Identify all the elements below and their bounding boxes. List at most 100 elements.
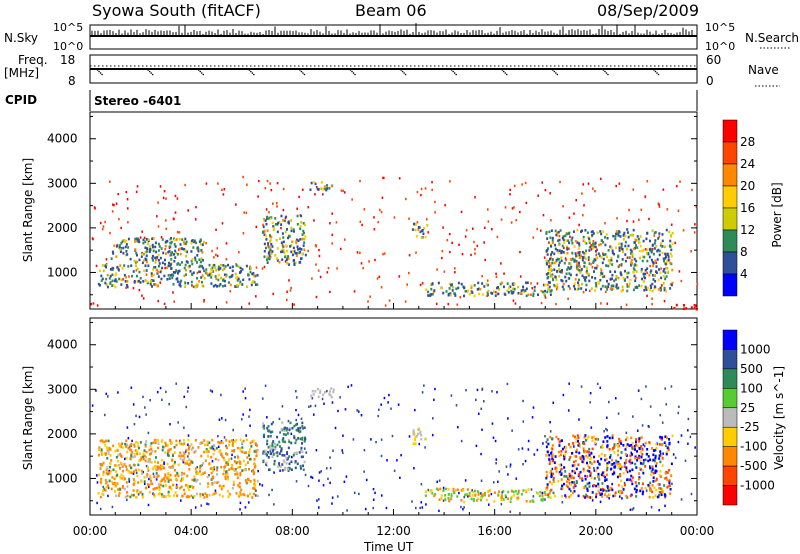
heatmap-cell (251, 281, 254, 285)
heatmap-cell (591, 266, 594, 269)
heatmap-cell (652, 453, 655, 457)
heatmap-cell (173, 243, 176, 246)
heatmap-cell (618, 263, 621, 267)
heatmap-cell (664, 495, 667, 499)
heatmap-cell (657, 288, 660, 291)
heatmap-cell (517, 489, 520, 493)
heatmap-cell (225, 461, 228, 465)
heatmap-cell (639, 489, 642, 493)
heatmap-cell (623, 278, 626, 281)
heatmap-cell (671, 482, 673, 486)
heatmap-cell (522, 288, 525, 292)
heatmap-cell (663, 288, 666, 292)
heatmap-cell (194, 438, 197, 442)
heatmap-cell (248, 265, 251, 269)
heatmap-cell (204, 443, 207, 447)
heatmap-cell (307, 205, 310, 209)
heatmap-cell (617, 265, 620, 269)
heatmap-cell (578, 256, 581, 260)
heatmap-cell (167, 264, 170, 268)
heatmap-cell (631, 261, 634, 265)
heatmap-cell (569, 267, 572, 270)
heatmap-cell (154, 241, 157, 245)
heatmap-cell (135, 471, 138, 474)
heatmap-cell (662, 282, 665, 285)
heatmap-cell (624, 259, 627, 263)
heatmap-cell (327, 266, 330, 270)
colorbar-segment (722, 368, 738, 389)
heatmap-cell (106, 466, 109, 469)
heatmap-cell (231, 265, 234, 269)
heatmap-cell (467, 289, 470, 293)
heatmap-cell (602, 253, 605, 257)
heatmap-cell (237, 484, 240, 487)
heatmap-cell (174, 477, 177, 481)
heatmap-cell (413, 467, 415, 470)
heatmap-cell (568, 481, 571, 485)
heatmap-cell (236, 476, 239, 479)
heatmap-cell (553, 268, 556, 271)
heatmap-cell (292, 246, 295, 250)
heatmap-cell (513, 287, 516, 291)
heatmap-cell (153, 495, 156, 498)
heatmap-cell (450, 394, 453, 397)
heatmap-cell (174, 491, 177, 495)
heatmap-cell (583, 449, 586, 453)
heatmap-cell (211, 493, 214, 497)
colorbar-segment (722, 141, 738, 165)
heatmap-cell (558, 268, 561, 271)
heatmap-cell (525, 499, 528, 503)
velocity-ylabel: Slant Range [km] (21, 366, 35, 470)
heatmap-cell (285, 428, 288, 432)
heatmap-cell (266, 261, 269, 264)
heatmap-cell (488, 494, 491, 497)
heatmap-cell (482, 400, 485, 403)
heatmap-cell (663, 286, 666, 290)
heatmap-cell (593, 466, 595, 470)
heatmap-cell (138, 279, 141, 283)
heatmap-cell (655, 271, 658, 274)
heatmap-cell (576, 434, 579, 437)
heatmap-cell (231, 269, 234, 273)
heatmap-cell (172, 282, 175, 286)
heatmap-cell (668, 484, 671, 487)
heatmap-cell (618, 246, 621, 250)
heatmap-cell (397, 403, 400, 406)
heatmap-cell (283, 466, 286, 470)
heatmap-cell (605, 264, 608, 267)
heatmap-cell (105, 263, 108, 267)
heatmap-cell (636, 456, 639, 460)
heatmap-cell (128, 480, 131, 483)
heatmap-cell (457, 286, 460, 290)
heatmap-cell (331, 496, 334, 499)
heatmap-cell (248, 415, 250, 418)
heatmap-cell (563, 251, 566, 255)
heatmap-cell (168, 402, 170, 406)
heatmap-cell (476, 490, 479, 493)
heatmap-cell (199, 260, 202, 264)
heatmap-cell (579, 445, 582, 448)
heatmap-cell (650, 258, 653, 262)
heatmap-cell (596, 460, 599, 463)
heatmap-cell (170, 237, 173, 240)
heatmap-cell (269, 248, 272, 251)
heatmap-cell (569, 235, 571, 238)
heatmap-cell (119, 476, 122, 480)
heatmap-cell (658, 268, 661, 271)
heatmap-cell (183, 458, 186, 461)
heatmap-cell (329, 290, 331, 294)
heatmap-cell (257, 469, 259, 473)
heatmap-cell (494, 439, 497, 443)
heatmap-cell (169, 245, 172, 249)
heatmap-cell (273, 442, 276, 446)
heatmap-cell (256, 479, 259, 483)
heatmap-cell (269, 449, 272, 452)
heatmap-cell (143, 482, 146, 486)
heatmap-cell (452, 489, 455, 493)
heatmap-cell (546, 474, 549, 478)
heatmap-cell (201, 258, 204, 262)
heatmap-cell (247, 454, 250, 457)
heatmap-cell (215, 468, 218, 472)
heatmap-cell (225, 470, 228, 473)
heatmap-cell (141, 261, 144, 265)
